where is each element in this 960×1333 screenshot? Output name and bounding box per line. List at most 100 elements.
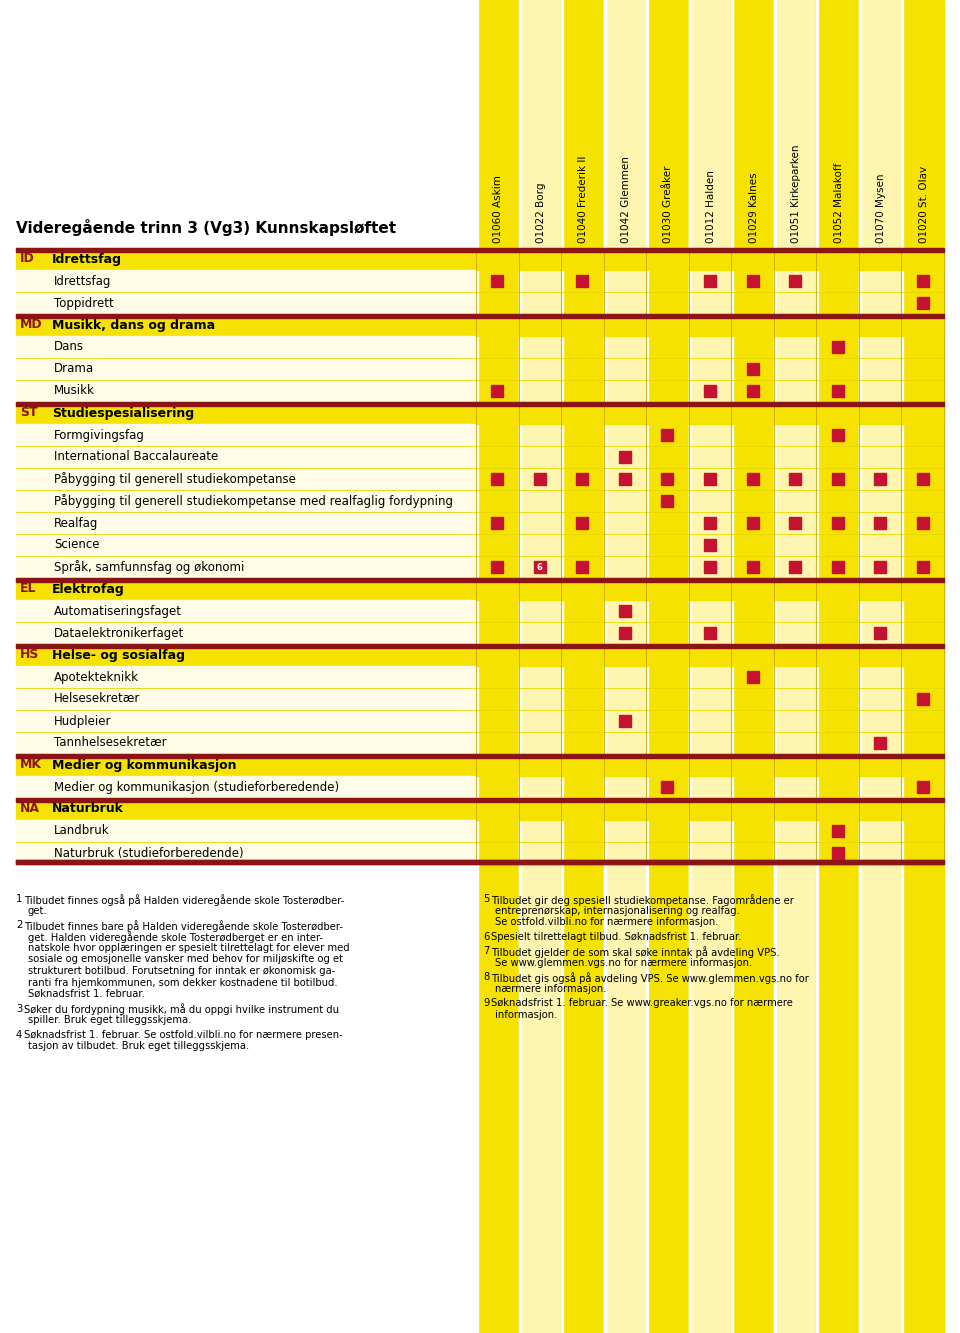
Bar <box>789 561 801 573</box>
Bar <box>704 627 716 639</box>
Text: 01051 Kirkeparken: 01051 Kirkeparken <box>791 144 801 243</box>
Bar <box>747 561 758 573</box>
Bar <box>875 517 886 529</box>
Bar <box>732 0 774 1333</box>
Text: 01012 Halden: 01012 Halden <box>706 171 716 243</box>
Text: Musikk: Musikk <box>54 384 95 397</box>
Text: Tilbudet finnes bare på Halden videregående skole Tosterødber-: Tilbudet finnes bare på Halden videregåe… <box>24 920 343 932</box>
Bar <box>859 0 861 1333</box>
Text: EL: EL <box>20 583 36 596</box>
Text: ID: ID <box>20 252 35 265</box>
Bar <box>16 271 476 292</box>
Bar <box>875 627 886 639</box>
Bar <box>16 842 476 864</box>
Text: Påbygging til generell studiekompetanse: Påbygging til generell studiekompetanse <box>54 472 296 487</box>
Bar <box>576 517 588 529</box>
Text: Idrettsfag: Idrettsfag <box>54 275 111 288</box>
Text: ranti fra hjemkommunen, som dekker kostnadene til botilbud.: ranti fra hjemkommunen, som dekker kostn… <box>28 977 338 988</box>
Bar <box>831 385 844 397</box>
Bar <box>16 403 944 407</box>
Text: Dans: Dans <box>54 340 84 353</box>
Bar <box>816 0 859 1333</box>
Bar <box>732 0 733 1333</box>
Bar <box>0 0 476 864</box>
Bar <box>16 600 476 623</box>
Text: Hudpleier: Hudpleier <box>54 714 111 728</box>
Bar <box>901 0 944 1333</box>
Text: 4: 4 <box>16 1029 22 1040</box>
Text: MD: MD <box>20 319 42 332</box>
Bar <box>619 605 631 617</box>
Text: Tilbudet gir deg spesiell studiekompetanse. Fagområdene er: Tilbudet gir deg spesiell studiekompetan… <box>491 894 794 906</box>
Text: 01070 Mysen: 01070 Mysen <box>876 173 886 243</box>
Bar <box>16 359 476 380</box>
Text: Apotekteknikk: Apotekteknikk <box>54 670 139 684</box>
Bar <box>16 491 476 512</box>
Bar <box>619 714 631 726</box>
Text: Science: Science <box>54 539 100 552</box>
Bar <box>859 0 901 1333</box>
Bar <box>518 0 561 1333</box>
Bar <box>816 0 818 1333</box>
Text: HS: HS <box>20 648 39 661</box>
Bar <box>747 670 758 682</box>
Bar <box>789 473 801 485</box>
Text: 6: 6 <box>483 932 490 941</box>
Bar <box>16 666 476 688</box>
Bar <box>704 539 716 551</box>
Bar <box>917 297 928 309</box>
Bar <box>789 517 801 529</box>
Bar <box>901 0 903 1333</box>
Bar <box>831 846 844 858</box>
Bar <box>476 0 478 1333</box>
Bar <box>16 336 476 359</box>
Bar <box>704 385 716 397</box>
Text: informasjon.: informasjon. <box>495 1009 557 1020</box>
Bar <box>747 517 758 529</box>
Text: Søker du fordypning musikk, må du oppgi hvilke instrument du: Søker du fordypning musikk, må du oppgi … <box>24 1004 339 1016</box>
Text: Dataelektronikerfaget: Dataelektronikerfaget <box>54 627 184 640</box>
Bar <box>16 315 944 319</box>
Text: International Baccalaureate: International Baccalaureate <box>54 451 218 464</box>
Text: Toppidrett: Toppidrett <box>54 296 113 309</box>
Bar <box>917 517 928 529</box>
Bar <box>16 447 476 468</box>
Bar <box>917 561 928 573</box>
Text: Idrettsfag: Idrettsfag <box>52 252 122 265</box>
Bar <box>16 579 944 600</box>
Text: Tilbudet gis også på avdeling VPS. Se www.glemmen.vgs.no for: Tilbudet gis også på avdeling VPS. Se ww… <box>491 972 808 984</box>
Text: NA: NA <box>20 802 40 816</box>
Text: 01042 Glemmen: 01042 Glemmen <box>621 156 631 243</box>
Text: 8: 8 <box>483 972 490 982</box>
Text: Søknadsfrist 1. februar.: Søknadsfrist 1. februar. <box>28 989 145 998</box>
Text: Medier og kommunikasjon (studieforberedende): Medier og kommunikasjon (studieforberede… <box>54 781 339 793</box>
Text: 6: 6 <box>537 563 542 572</box>
Bar <box>604 0 606 1333</box>
Bar <box>619 473 631 485</box>
Bar <box>16 820 476 842</box>
Bar <box>492 561 503 573</box>
Text: 5: 5 <box>483 894 490 904</box>
Bar <box>747 385 758 397</box>
Bar <box>16 468 476 491</box>
Text: 01052 Malakoff: 01052 Malakoff <box>833 163 844 243</box>
Bar <box>518 0 520 1333</box>
Bar <box>661 473 674 485</box>
Text: 01022 Borg: 01022 Borg <box>536 183 546 243</box>
Bar <box>492 385 503 397</box>
Text: Naturbruk: Naturbruk <box>52 802 124 816</box>
Bar <box>619 451 631 463</box>
Bar <box>576 275 588 287</box>
Bar <box>16 556 476 579</box>
Bar <box>576 561 588 573</box>
Text: entreprenørskap, internasjonalisering og realfag.: entreprenørskap, internasjonalisering og… <box>495 905 740 916</box>
Text: natskole hvor opplæringen er spesielt tilrettelagt for elever med: natskole hvor opplæringen er spesielt ti… <box>28 942 349 953</box>
Bar <box>492 517 503 529</box>
Bar <box>476 0 518 1333</box>
Text: Søknadsfrist 1. februar. Se ostfold.vilbli.no for nærmere presen-: Søknadsfrist 1. februar. Se ostfold.vilb… <box>24 1029 343 1040</box>
Text: Språk, samfunnsfag og økonomi: Språk, samfunnsfag og økonomi <box>54 560 245 575</box>
Text: Søknadsfrist 1. februar. Se www.greaker.vgs.no for nærmere: Søknadsfrist 1. februar. Se www.greaker.… <box>491 998 793 1008</box>
Bar <box>576 473 588 485</box>
Bar <box>831 341 844 353</box>
Bar <box>16 424 476 447</box>
